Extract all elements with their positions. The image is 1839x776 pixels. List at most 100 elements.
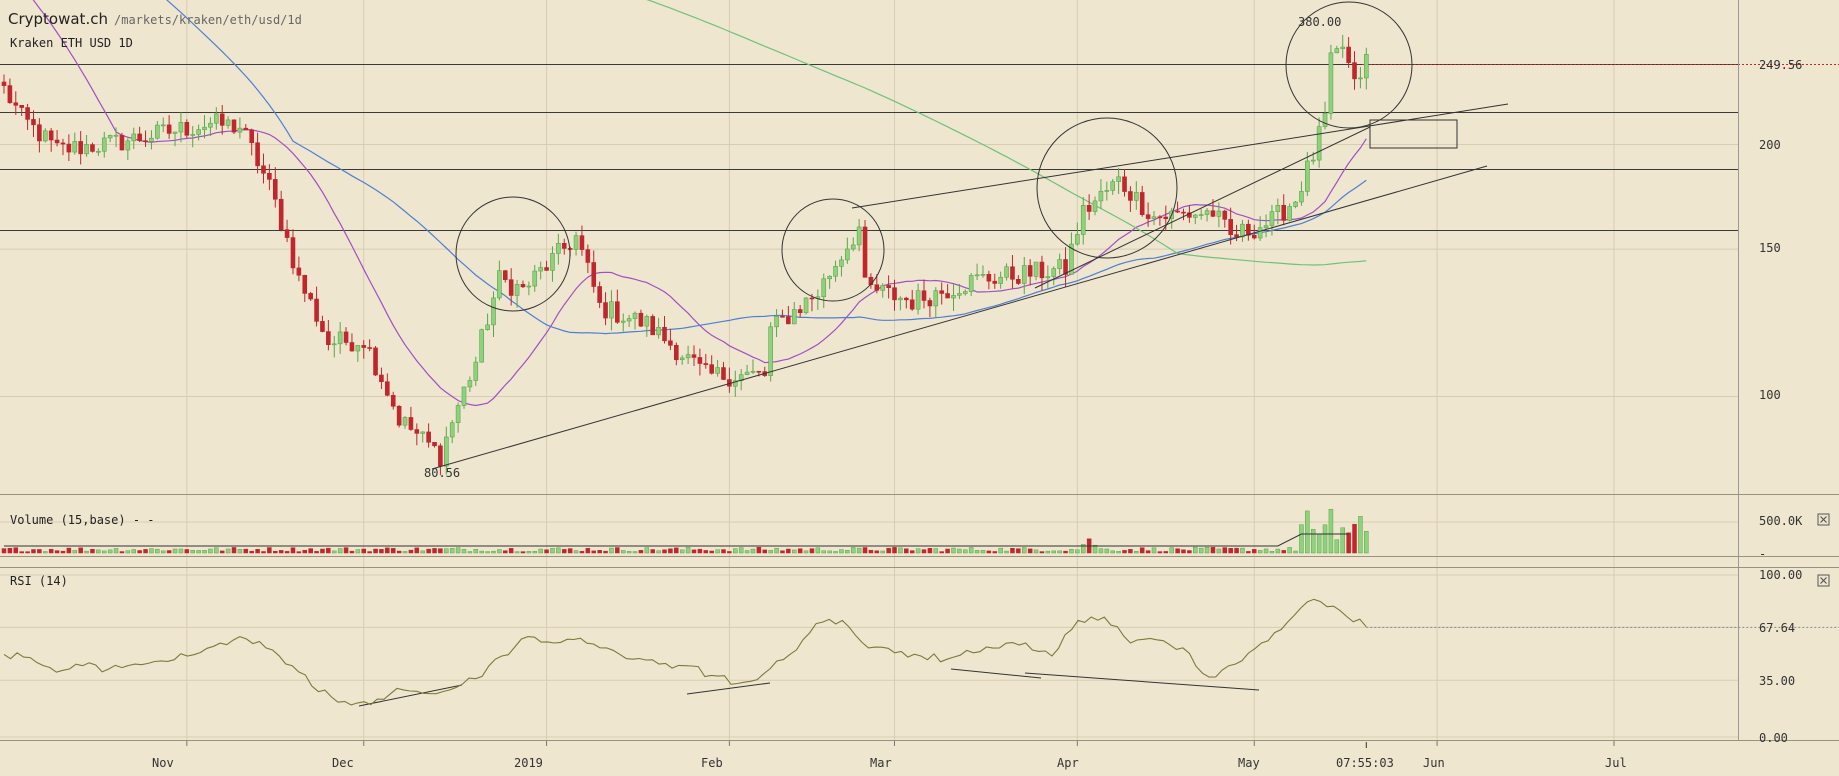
volume-bar [1175,548,1180,554]
candle-up [1198,214,1204,216]
volume-bar [839,549,844,554]
volume-bar [1240,547,1245,554]
ma-green-line [646,0,1367,266]
candle-up [1057,259,1062,269]
volume-bar [797,548,803,554]
candle-down [231,119,237,133]
volume-close-button[interactable] [1817,513,1830,526]
candle-up [155,124,160,139]
volume-bar [1340,527,1345,554]
candle-up [974,274,980,277]
candle-up [1310,159,1316,162]
candle-up [962,291,968,294]
candle-down [544,267,549,271]
volume-bar [1098,548,1104,554]
candle-down [874,284,880,291]
volume-bar [337,548,343,554]
candle-down [396,405,402,426]
candle-down [308,293,313,300]
volume-bar [125,550,131,554]
candle-up [898,297,903,301]
volume-bar [149,548,154,554]
candle-down [314,298,319,322]
volume-bar [355,549,361,554]
x-tick-apr: Apr [1057,756,1079,770]
volume-bar [609,547,614,554]
volume-bar [538,548,543,554]
ma-purple-line [32,0,1367,407]
volume-bar [214,547,219,554]
highlight-circle [1036,117,1178,259]
volume-bar [1234,547,1239,554]
volume-bar [243,548,249,554]
volume-bar [508,548,514,554]
trend-annotations [358,1,1509,707]
candle-down [267,172,272,180]
volume-bar [886,547,891,554]
volume-bar [892,547,897,554]
volume-bar [432,548,437,554]
volume-bar [119,551,125,554]
volume-bar [650,549,655,554]
candle-down [166,124,172,134]
volume-bar [1257,550,1263,554]
candle-down [662,326,667,342]
candle-up [172,131,178,134]
candle-up [337,331,343,345]
volume-bar [43,551,48,554]
highlight-circle [1285,1,1413,129]
volume-bar [361,548,366,554]
candle-down [1,81,7,86]
candle-up [556,243,561,254]
volume-bar [874,550,880,554]
volume-bar [1281,550,1286,554]
candle-up [632,312,638,319]
volume-bar [963,549,968,554]
volume-bar [1022,547,1027,554]
volume-bar [992,551,998,554]
volume-bar [1010,547,1015,554]
candle-up [131,133,137,142]
candle-down [1181,211,1186,214]
candle-down [697,357,703,364]
candle-up [491,297,496,326]
volume-bar [1334,539,1340,554]
site-name[interactable]: Cryptowat.ch [8,10,108,28]
volume-bar [54,550,60,554]
volume-bar [60,550,66,554]
candle-down [379,374,384,383]
candle-up [1364,54,1369,79]
candle-up [980,274,986,276]
candle-up [1263,225,1269,229]
candle-up [225,119,231,126]
candle-down [1210,210,1216,217]
volume-bar [367,551,372,554]
candle-up [1134,192,1139,201]
volume-bar [461,549,467,554]
price-candles [1,34,1369,476]
x-tick-feb: Feb [701,756,723,770]
volume-bars [1,508,1369,554]
volume-bar [768,550,773,554]
volume-bar [597,550,602,554]
candle-down [1228,219,1233,235]
candle-up [237,127,243,133]
volume-bar [13,547,19,554]
candle-down [1016,279,1021,284]
volume-bar [497,549,502,554]
volume-bar [909,550,915,554]
candle-up [968,275,974,292]
rsi-close-button[interactable] [1817,574,1830,587]
candle-down [1175,210,1180,213]
volume-bar [1139,547,1145,554]
candle-up [1033,261,1039,277]
candle-down [892,287,897,301]
volume-bar [273,551,278,554]
volume-bar [25,551,30,554]
volume-bar [1057,550,1062,554]
candle-down [255,142,260,167]
candle-down [261,165,266,174]
candle-down [60,142,66,145]
volume-bar [178,548,184,554]
